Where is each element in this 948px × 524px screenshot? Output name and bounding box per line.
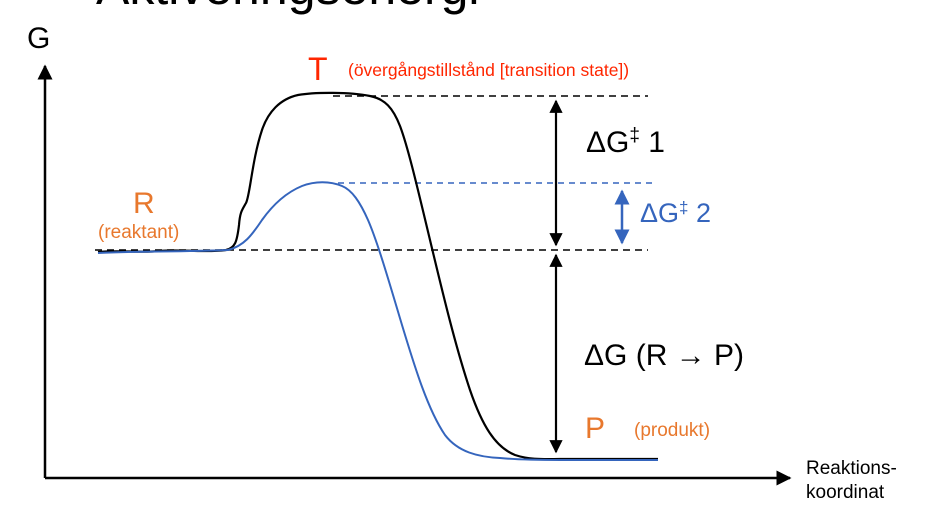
product-description: (produkt) xyxy=(634,420,710,441)
x-axis-label-line2: koordinat xyxy=(806,482,885,503)
delta-g-reaction-annotation: ΔG (R → P) xyxy=(584,339,744,372)
delta-g1-base: ΔG xyxy=(586,126,629,159)
uncatalyzed-energy-curve xyxy=(97,91,658,461)
delta-g2-annotation: ΔG‡ 2 xyxy=(640,198,711,228)
transition-state-label: T xyxy=(308,51,328,87)
page-title: Aktiveringsenergi xyxy=(96,0,480,12)
x-axis-label-line1: Reaktions- xyxy=(806,458,897,479)
reactant-description: (reaktant) xyxy=(98,222,179,243)
transition-state-description: (övergångstillstånd [transition state]) xyxy=(348,60,629,80)
delta-g1-num: 1 xyxy=(640,126,665,159)
delta-g2-base: ΔG xyxy=(640,198,679,228)
product-label: P xyxy=(585,412,605,445)
delta-g1-sup: ‡ xyxy=(629,125,640,146)
delta-g1-annotation: ΔG‡ 1 xyxy=(586,125,665,159)
delta-g2-num: 2 xyxy=(689,198,712,228)
reactant-label: R xyxy=(133,187,155,220)
catalyzed-energy-curve xyxy=(97,181,658,461)
delta-g2-sup: ‡ xyxy=(679,198,688,217)
y-axis-label: G xyxy=(27,22,50,55)
